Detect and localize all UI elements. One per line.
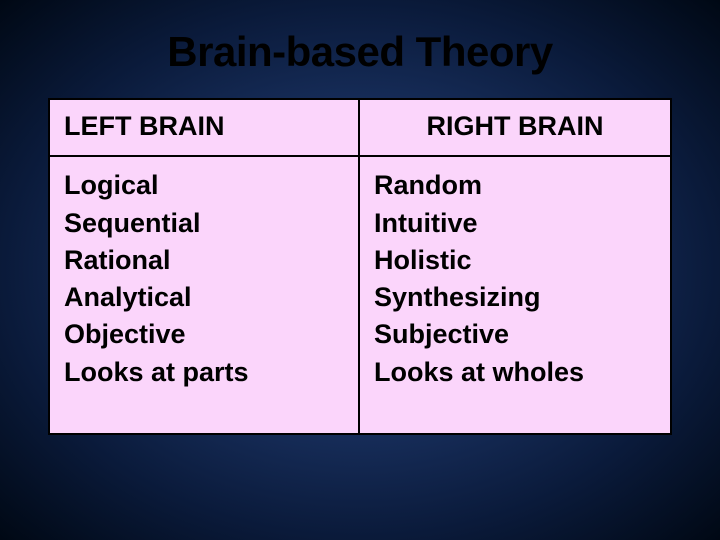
list-item: Random	[374, 167, 656, 204]
table-body-right: Random Intuitive Holistic Synthesizing S…	[360, 157, 670, 433]
list-item: Sequential	[64, 205, 344, 242]
list-item: Analytical	[64, 279, 344, 316]
comparison-table: LEFT BRAIN RIGHT BRAIN Logical Sequentia…	[48, 98, 672, 435]
list-item: Holistic	[374, 242, 656, 279]
list-item: Objective	[64, 316, 344, 353]
table-body-left: Logical Sequential Rational Analytical O…	[50, 157, 360, 433]
slide-title: Brain-based Theory	[48, 28, 672, 76]
table-header-left: LEFT BRAIN	[50, 100, 360, 157]
list-item: Looks at parts	[64, 354, 344, 391]
list-item: Logical	[64, 167, 344, 204]
list-item: Synthesizing	[374, 279, 656, 316]
table-header-right: RIGHT BRAIN	[360, 100, 670, 157]
list-item: Intuitive	[374, 205, 656, 242]
list-item: Subjective	[374, 316, 656, 353]
list-item: Rational	[64, 242, 344, 279]
list-item: Looks at wholes	[374, 354, 656, 391]
